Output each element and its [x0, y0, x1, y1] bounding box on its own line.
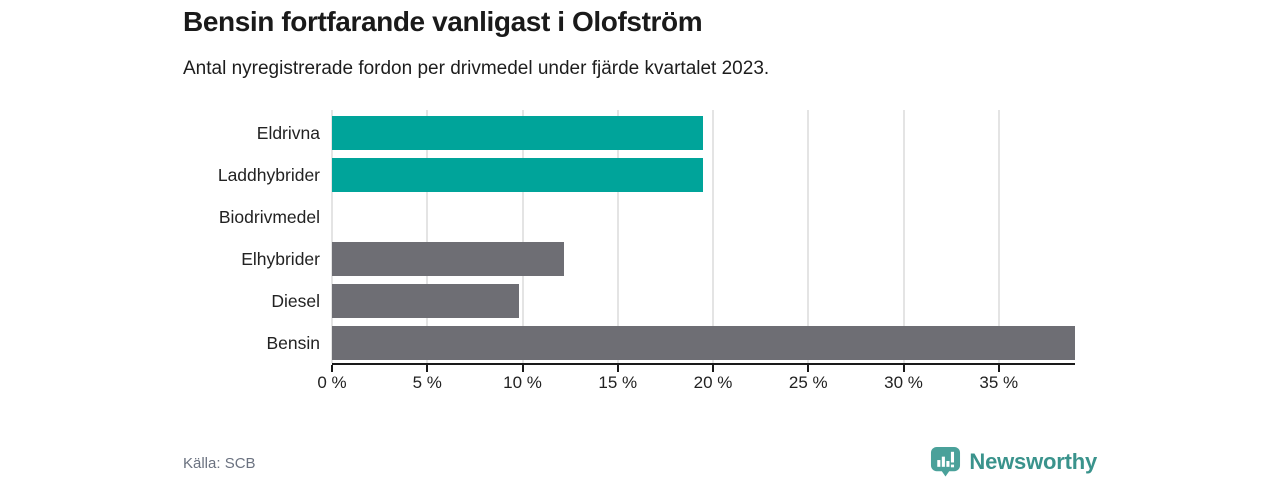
x-tick-label: 20 %	[693, 373, 733, 392]
source-note: Källa: SCB	[183, 455, 256, 472]
x-axis-line	[332, 363, 1075, 365]
bar-bensin	[332, 326, 1075, 360]
bar-laddhybrider	[332, 158, 704, 192]
category-label-diesel: Diesel	[271, 291, 320, 311]
gridline	[997, 110, 1000, 363]
bar-diesel	[332, 284, 519, 318]
bar-eldrivna	[332, 116, 704, 150]
x-axis-tick	[616, 365, 619, 372]
gridline	[712, 110, 714, 363]
category-label-elhybrider: Elhybrider	[241, 249, 320, 269]
x-axis-tick	[997, 365, 1000, 372]
category-label-eldrivna: Eldrivna	[256, 123, 320, 143]
x-tick-label: 0 %	[317, 373, 347, 392]
category-label-bensin: Bensin	[266, 333, 320, 353]
x-axis-tick	[426, 365, 429, 372]
x-tick-label: 30 %	[884, 373, 923, 392]
gridline	[426, 110, 429, 363]
x-axis-tick	[712, 365, 714, 372]
newsworthy-logo: Newsworthy	[930, 446, 1097, 477]
x-tick-label: 10 %	[503, 373, 542, 392]
x-tick-label: 35 %	[979, 373, 1019, 392]
gridline	[521, 110, 524, 363]
x-axis-tick	[521, 365, 524, 372]
x-axis-tick	[331, 365, 333, 372]
x-tick-label: 15 %	[598, 373, 638, 392]
x-tick-label: 5 %	[412, 373, 442, 392]
chart-title: Bensin fortfarande vanligast i Olofström	[183, 6, 703, 37]
gridline	[807, 110, 810, 363]
gridline	[616, 110, 619, 363]
gridline	[331, 110, 333, 363]
x-axis-tick	[902, 365, 905, 372]
newsworthy-wordmark: Newsworthy	[969, 448, 1097, 474]
category-label-biodrivmedel: Biodrivmedel	[218, 207, 320, 227]
gridline	[902, 110, 905, 363]
newsworthy-pin-barchart-icon	[930, 446, 961, 477]
bar-elhybrider	[332, 242, 565, 276]
category-label-laddhybrider: Laddhybrider	[217, 165, 320, 185]
chart-subtitle: Antal nyregistrerade fordon per drivmede…	[183, 58, 770, 79]
x-tick-label: 25 %	[788, 373, 828, 392]
x-axis-tick	[807, 365, 810, 372]
